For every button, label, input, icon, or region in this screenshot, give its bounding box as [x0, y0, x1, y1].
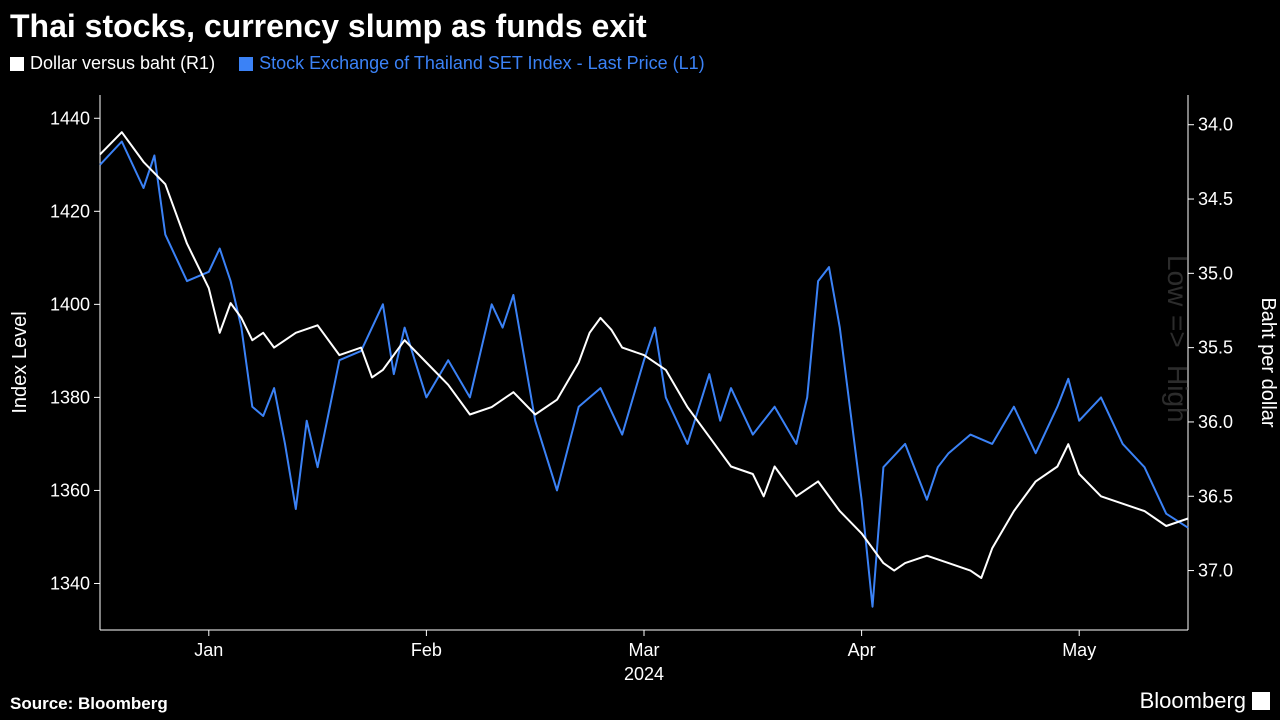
chart-title: Thai stocks, currency slump as funds exi…: [0, 0, 1280, 49]
svg-text:=>: =>: [1162, 315, 1193, 348]
svg-text:35.0: 35.0: [1198, 263, 1233, 283]
svg-text:May: May: [1062, 640, 1096, 660]
source-text: Source: Bloomberg: [10, 694, 168, 714]
svg-text:36.0: 36.0: [1198, 412, 1233, 432]
svg-text:Mar: Mar: [629, 640, 660, 660]
legend-label-set-index: Stock Exchange of Thailand SET Index - L…: [259, 53, 705, 74]
svg-text:2024: 2024: [624, 664, 664, 684]
svg-text:Jan: Jan: [194, 640, 223, 660]
svg-text:36.5: 36.5: [1198, 486, 1233, 506]
svg-text:High: High: [1162, 365, 1193, 423]
svg-text:35.5: 35.5: [1198, 338, 1233, 358]
legend-item-dollar-baht: Dollar versus baht (R1): [10, 53, 215, 74]
chart-svg: 1340 1360 1380 1400 1420 1440 34.0 34.5 35.0 35.5…: [0, 90, 1280, 690]
svg-text:37.0: 37.0: [1198, 561, 1233, 581]
svg-text:1380: 1380: [50, 387, 90, 407]
svg-text:Feb: Feb: [411, 640, 442, 660]
legend-label-dollar-baht: Dollar versus baht (R1): [30, 53, 215, 74]
svg-text:Baht per dollar: Baht per dollar: [1257, 297, 1279, 427]
svg-text:1420: 1420: [50, 201, 90, 221]
svg-text:1340: 1340: [50, 573, 90, 593]
svg-text:1440: 1440: [50, 108, 90, 128]
legend: Dollar versus baht (R1) Stock Exchange o…: [0, 49, 1280, 82]
brand-icon: [1252, 692, 1270, 710]
svg-text:1400: 1400: [50, 294, 90, 314]
svg-text:Apr: Apr: [848, 640, 876, 660]
brand-text: Bloomberg: [1140, 688, 1270, 714]
legend-item-set-index: Stock Exchange of Thailand SET Index - L…: [239, 53, 705, 74]
svg-text:1360: 1360: [50, 480, 90, 500]
svg-text:Low: Low: [1162, 255, 1193, 307]
svg-text:34.5: 34.5: [1198, 189, 1233, 209]
svg-text:Index Level: Index Level: [9, 311, 31, 413]
brand-label: Bloomberg: [1140, 688, 1246, 714]
legend-swatch-blue: [239, 57, 253, 71]
chart-area: 1340 1360 1380 1400 1420 1440 34.0 34.5 35.0 35.5…: [0, 90, 1280, 690]
legend-swatch-white: [10, 57, 24, 71]
svg-text:34.0: 34.0: [1198, 115, 1233, 135]
